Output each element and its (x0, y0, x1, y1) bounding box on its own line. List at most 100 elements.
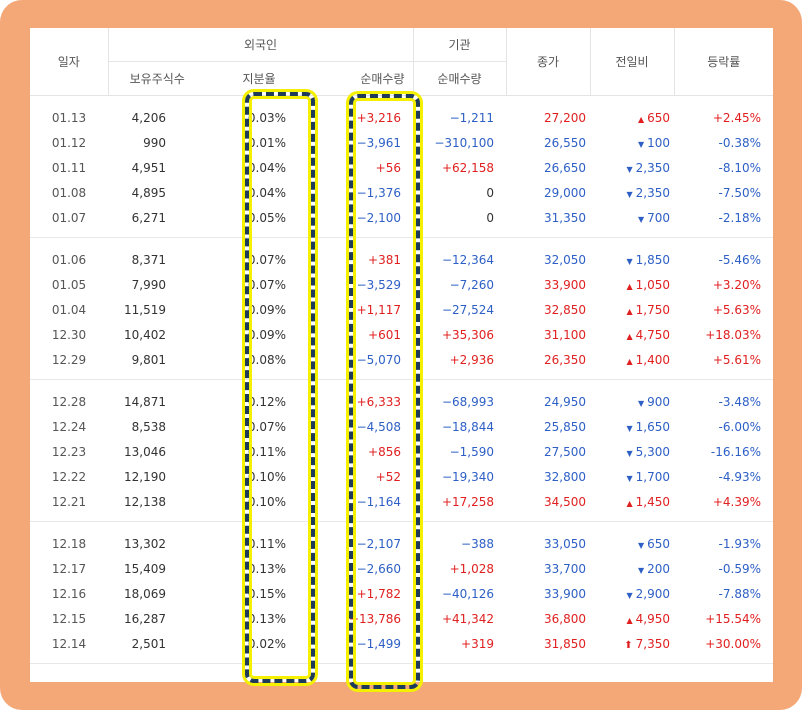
row-foreign-net-cell: +3,216 (356, 110, 401, 125)
row-foreign-net-cell: −2,107 (356, 536, 401, 551)
table-row: 12.22 12,190 0.10% +52 −19,340 32,800 1,700 -4.… (30, 464, 773, 489)
row-close-cell: 33,700 (544, 561, 586, 576)
row-rate-cell: +5.61% (712, 352, 761, 367)
row-inst-net-cell: +17,258 (441, 494, 494, 509)
row-rate-cell: -0.38% (718, 135, 761, 150)
row-rate-cell: -5.46% (718, 252, 761, 267)
down-arrow-icon: 2,350 (626, 161, 670, 175)
row-close-cell: 33,900 (544, 586, 586, 601)
row-change-cell: 4,950 (590, 606, 674, 631)
row-foreign-net-cell: +1,117 (356, 302, 401, 317)
row-share-cell: 0.03% (247, 110, 286, 125)
row-holdings-cell: 4,951 (131, 160, 166, 175)
row-date-cell: 12.30 (51, 327, 87, 342)
row-share-cell: 0.15% (247, 586, 286, 601)
row-holdings-cell: 13,302 (124, 536, 166, 551)
row-date-cell: 12.29 (51, 352, 87, 367)
share-column-highlight (245, 92, 315, 683)
row-change-cell: 2,350 (590, 180, 674, 205)
row-close-cell: 31,850 (544, 636, 586, 651)
row-date-cell: 12.15 (51, 611, 87, 626)
row-date-cell: 12.21 (51, 494, 87, 509)
row-date-cell: 12.28 (51, 394, 87, 409)
row-change-cell: 1,850 (590, 247, 674, 272)
header-date: 일자 (30, 28, 109, 96)
down-arrow-icon: 5,300 (626, 445, 670, 459)
table-row: 12.24 8,538 0.07% −4,508 −18,844 25,850 1,650 -… (30, 414, 773, 439)
table-row: 01.08 4,895 0.04% −1,376 0 29,000 2,350 -7.50% (30, 180, 773, 205)
row-foreign-net-cell: +1,782 (356, 586, 401, 601)
row-change-cell: 700 (590, 205, 674, 230)
row-foreign-net-cell: −2,100 (356, 210, 401, 225)
row-foreign-net-cell: +52 (375, 469, 401, 484)
table-row: 01.06 8,371 0.07% +381 −12,364 32,050 1,850 -5.… (30, 247, 773, 272)
row-date-cell: 12.16 (51, 586, 87, 601)
header-foreign: 외국인 (108, 28, 414, 62)
row-change-cell: 650 (590, 531, 674, 556)
row-rate-cell: -7.50% (718, 185, 761, 200)
row-rate-cell: -6.00% (718, 419, 761, 434)
row-holdings-cell: 8,538 (131, 419, 166, 434)
row-inst-net-cell: −388 (461, 536, 494, 551)
row-inst-net-cell: −12,364 (441, 252, 494, 267)
table-row: 12.28 14,871 0.12% +6,333 −68,993 24,950 900 -3… (30, 389, 773, 414)
row-holdings-cell: 18,069 (124, 586, 166, 601)
row-inst-net-cell: +35,306 (441, 327, 494, 342)
table-row: 01.13 4,206 0.03% +3,216 −1,211 27,200 650 +2.4… (30, 105, 773, 130)
row-inst-net-cell: −40,126 (441, 586, 494, 601)
row-rate-cell: -4.93% (718, 469, 761, 484)
row-close-cell: 24,950 (544, 394, 586, 409)
table-row: 12.23 13,046 0.11% +856 −1,590 27,500 5,300 -16… (30, 439, 773, 464)
foreign-net-column-highlight (349, 94, 420, 689)
row-foreign-net-cell: +6,333 (356, 394, 401, 409)
table-row: 01.11 4,951 0.04% +56 +62,158 26,650 2,350 -8.1… (30, 155, 773, 180)
row-foreign-net-cell: +56 (375, 160, 401, 175)
header-institution: 기관 (413, 28, 507, 62)
row-share-cell: 0.07% (247, 419, 286, 434)
row-change-cell: 1,750 (590, 297, 674, 322)
header-close: 종가 (506, 28, 591, 96)
row-holdings-cell: 11,519 (124, 302, 166, 317)
row-share-cell: 0.13% (247, 611, 286, 626)
row-close-cell: 29,000 (544, 185, 586, 200)
row-date-cell: 01.08 (51, 185, 87, 200)
row-change-cell: 2,900 (590, 581, 674, 606)
spacer-cell (30, 372, 773, 380)
row-inst-net-cell: +1,028 (449, 561, 494, 576)
group-spacer (30, 372, 773, 380)
row-date-cell: 01.05 (51, 277, 87, 292)
row-rate-cell: +18.03% (705, 327, 761, 342)
row-foreign-net-cell: −1,376 (356, 185, 401, 200)
row-inst-net-cell: 0 (486, 185, 494, 200)
table-row: 01.05 7,990 0.07% −3,529 −7,260 33,900 1,050 +3… (30, 272, 773, 297)
row-share-cell: 0.13% (247, 561, 286, 576)
row-rate-cell: +4.39% (712, 494, 761, 509)
header-share: 지분율 (206, 61, 312, 96)
row-rate-cell: -1.93% (718, 536, 761, 551)
row-inst-net-cell: −19,340 (441, 469, 494, 484)
row-rate-cell: +30.00% (705, 636, 761, 651)
row-foreign-net-cell: +381 (368, 252, 401, 267)
row-holdings-cell: 10,402 (124, 327, 166, 342)
row-close-cell: 26,550 (544, 135, 586, 150)
row-change-cell: 2,350 (590, 155, 674, 180)
row-foreign-net-cell: −5,070 (356, 352, 401, 367)
row-close-cell: 27,200 (544, 110, 586, 125)
row-holdings-cell: 2,501 (131, 636, 166, 651)
row-date-cell: 12.23 (51, 444, 87, 459)
row-close-cell: 31,100 (544, 327, 586, 342)
row-inst-net-cell: −1,211 (449, 110, 494, 125)
down-arrow-icon: 650 (638, 537, 670, 551)
up-arrow-icon: 1,400 (626, 353, 670, 367)
row-holdings-cell: 6,271 (131, 210, 166, 225)
row-inst-net-cell: +41,342 (441, 611, 494, 626)
row-foreign-net-cell: +601 (368, 327, 401, 342)
spacer-cell (30, 514, 773, 522)
row-date-cell: 12.24 (51, 419, 87, 434)
row-foreign-net-cell: +856 (368, 444, 401, 459)
row-inst-net-cell: +319 (461, 636, 494, 651)
table-row: 12.17 15,409 0.13% −2,660 +1,028 33,700 200 -0.… (30, 556, 773, 581)
row-share-cell: 0.11% (247, 444, 286, 459)
row-share-cell: 0.10% (247, 469, 286, 484)
up-arrow-icon: 1,750 (626, 303, 670, 317)
